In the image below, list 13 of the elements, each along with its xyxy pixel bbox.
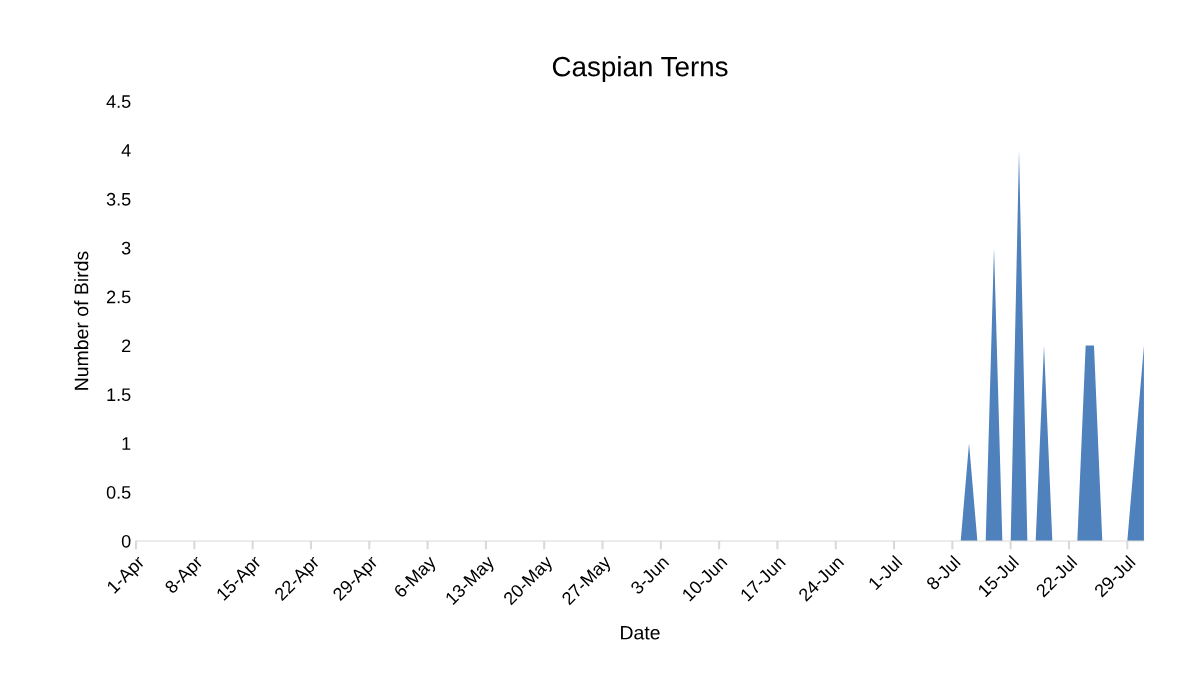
y-tick-label: 1.5: [107, 388, 131, 402]
chart-title: Caspian Terns: [552, 56, 728, 82]
y-tick-label: 3: [121, 241, 131, 255]
y-tick-label: 0.5: [106, 486, 131, 499]
y-tick-label: 3.5: [106, 192, 131, 206]
y-axis-title: Number of Birds: [74, 251, 89, 390]
y-tick-label: 0: [121, 534, 131, 548]
y-tick-label: 2.5: [107, 290, 131, 304]
y-tick-label: 1: [122, 437, 131, 450]
y-tick-label: 4: [121, 144, 131, 157]
x-axis-title: Date: [621, 626, 660, 640]
y-tick-label: 4.5: [106, 95, 131, 108]
y-tick-label: 2: [122, 339, 131, 353]
